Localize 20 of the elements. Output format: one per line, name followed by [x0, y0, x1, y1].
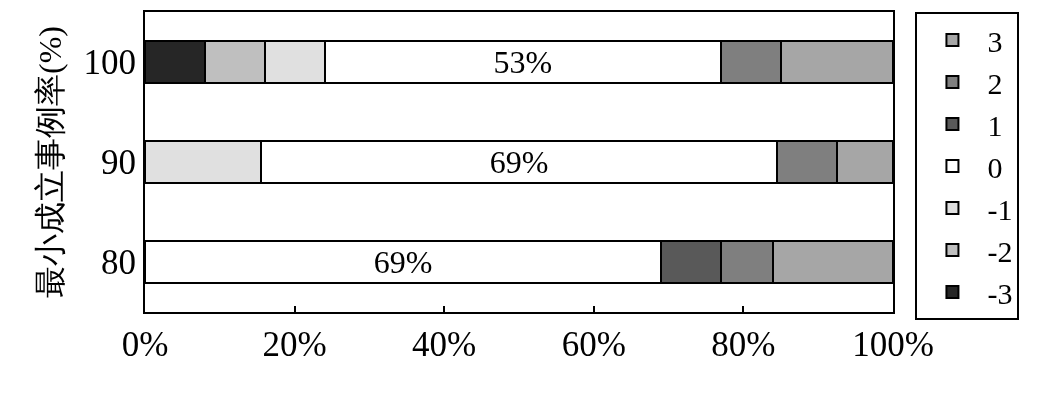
legend-label: -1	[987, 192, 1013, 226]
x-tick-label: 60%	[561, 325, 626, 364]
legend-label: -3	[987, 276, 1013, 310]
data-label: 69%	[373, 244, 433, 280]
y-tick-label: 80	[101, 243, 136, 283]
legend-label: 0	[987, 150, 1003, 184]
data-label: 69%	[489, 144, 549, 180]
y-tick-label: 90	[101, 143, 136, 183]
y-tick-label: 100	[83, 43, 136, 83]
legend-label: 1	[987, 108, 1003, 142]
x-tick-label: 40%	[412, 325, 477, 364]
x-tick-label: 20%	[262, 325, 327, 364]
data-label: 53%	[493, 44, 553, 80]
legend-label: 2	[987, 66, 1003, 100]
legend-label: 3	[987, 24, 1003, 58]
x-tick-label: 0%	[121, 325, 169, 364]
legend-label: -2	[987, 234, 1013, 268]
y-axis-title: 最小成立事例率(%)	[32, 26, 69, 298]
x-tick-label: 100%	[852, 325, 934, 364]
x-tick-label: 80%	[711, 325, 776, 364]
